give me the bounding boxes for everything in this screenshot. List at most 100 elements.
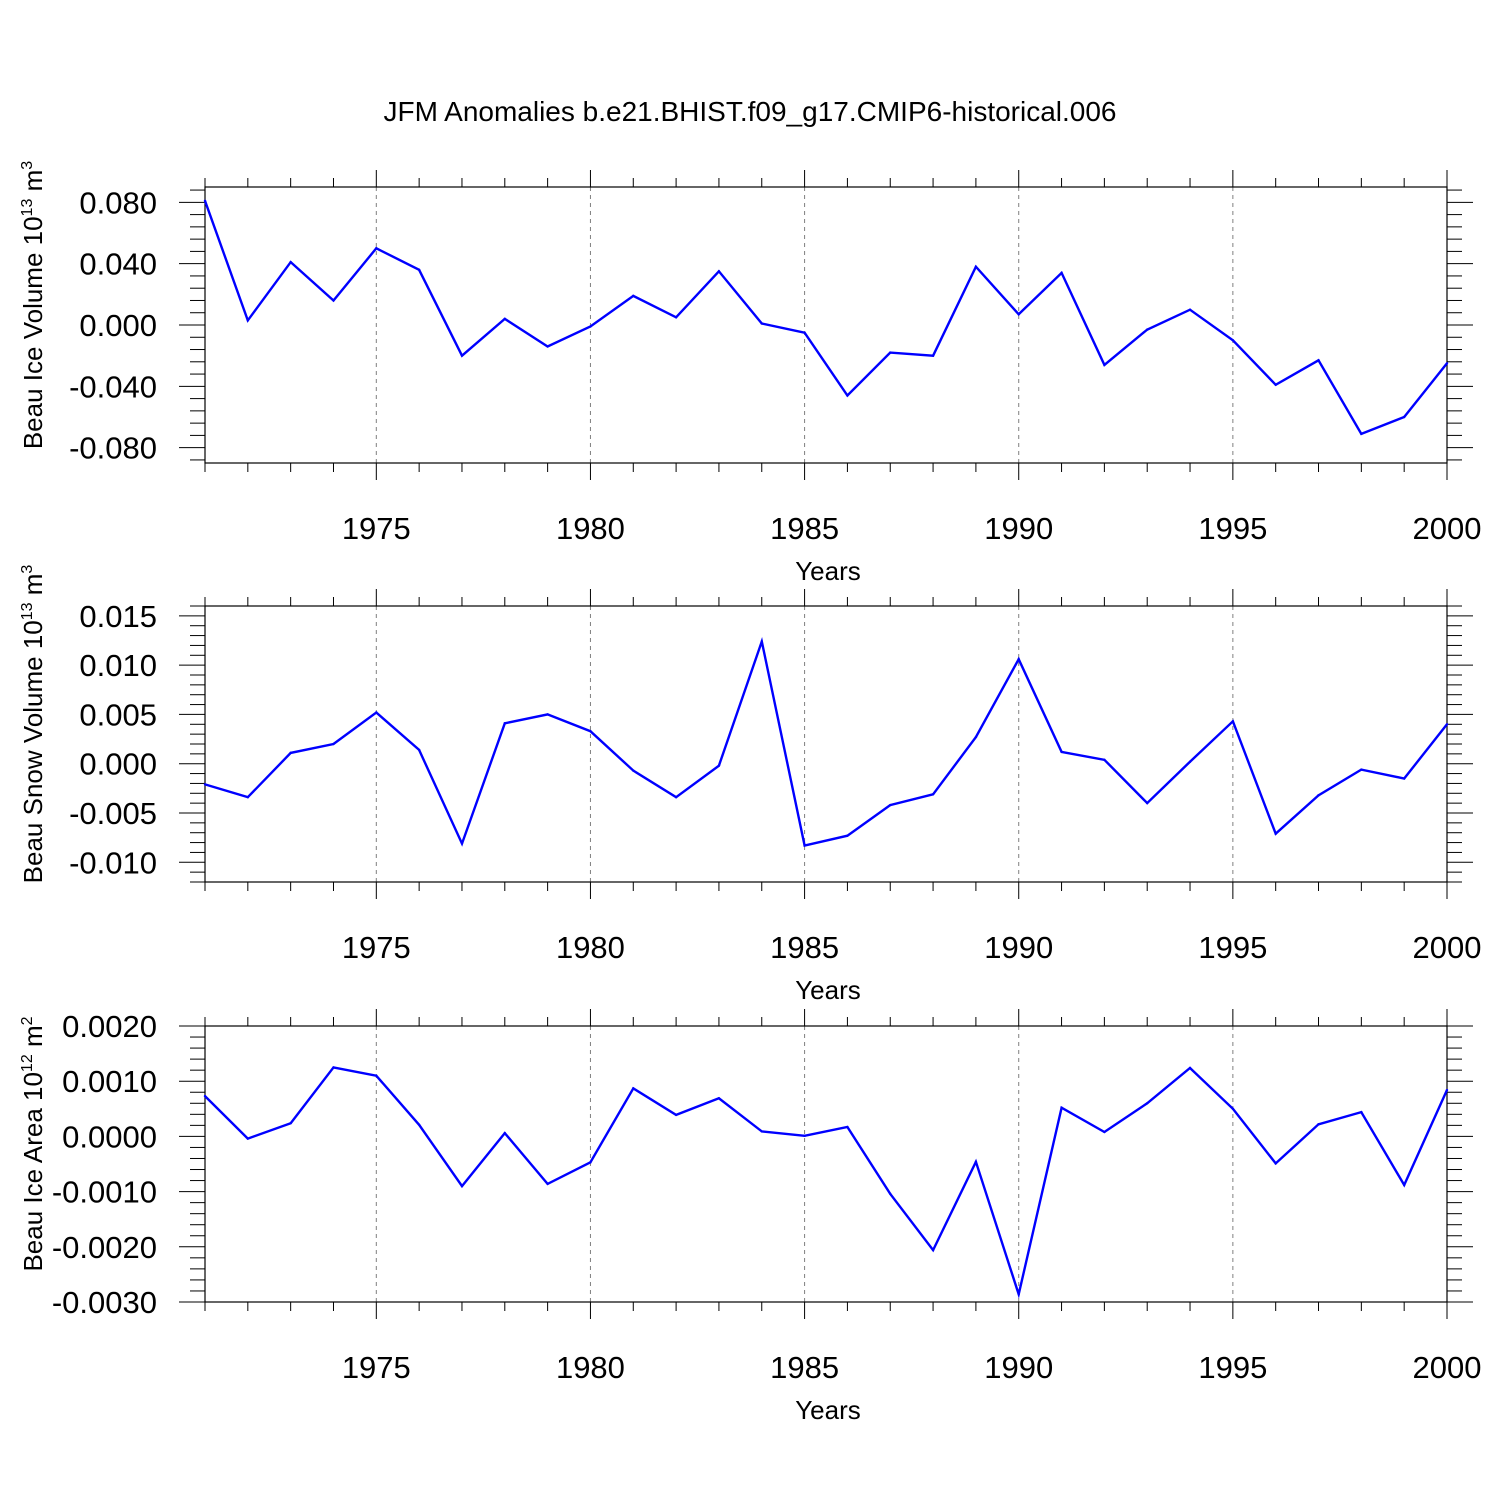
chart-title: JFM Anomalies b.e21.BHIST.f09_g17.CMIP6-…	[383, 96, 1117, 127]
panel-1-y-tick-label: 0.080	[79, 185, 157, 220]
panel-1-y-axis-title: Beau Ice Volume 1013 m3	[18, 161, 48, 449]
panel-3-data-point	[931, 1248, 935, 1252]
panel-1-data-point	[460, 354, 464, 357]
panel-2-data-point	[1146, 801, 1149, 805]
panel-1-data-point	[1188, 308, 1192, 311]
panel-2-data-point	[1274, 832, 1277, 835]
panel-1-x-tick-label: 1980	[556, 511, 625, 546]
panel-3-data-point	[589, 1161, 592, 1164]
panel-1-data-point	[1360, 432, 1363, 436]
panel-3-data-point	[289, 1121, 292, 1125]
panel-2-data-point	[674, 796, 678, 799]
panel-3-data-point	[717, 1097, 721, 1100]
panel-3-data-point	[1274, 1162, 1277, 1165]
panel-1-data-point	[760, 322, 763, 325]
panel-2-data-point	[717, 764, 721, 767]
panel-3-data-point	[846, 1125, 849, 1129]
panel-1-data-point	[889, 351, 892, 354]
panel-3-frame	[204, 1025, 1448, 1303]
panel-1-x-tick-label: 1995	[1198, 511, 1267, 546]
panel-1-data-point	[674, 316, 678, 319]
panel-3-data-point	[760, 1130, 763, 1133]
panel-1-data-point	[417, 268, 421, 271]
panel-1-y-tick-label: -0.080	[69, 431, 157, 466]
panel-1-data-point	[803, 331, 806, 334]
panel-2-data-point	[1231, 720, 1235, 723]
panel-2-data-point	[1017, 658, 1020, 661]
panel-3-x-tick-label: 1990	[984, 1350, 1053, 1385]
panel-3-data-point	[1017, 1293, 1020, 1296]
panel-2-x-tick-label: 1975	[342, 930, 411, 965]
panel-3-y-tick-label: -0.0010	[52, 1175, 157, 1210]
panel-2-data-point	[1060, 750, 1063, 754]
panel-3-data-point	[203, 1094, 207, 1098]
panel-1-data-point	[1146, 328, 1149, 331]
panel-1-data-point	[289, 260, 292, 264]
panel-3-y-tick-label: -0.0030	[52, 1285, 157, 1320]
panel-2-data-point	[1103, 758, 1106, 761]
panel-2-data-point	[1317, 794, 1320, 797]
panel-3-y-tick-label: 0.0010	[62, 1064, 157, 1099]
panel-3-series-line	[204, 1066, 1449, 1299]
panel-2-x-tick-label: 2000	[1413, 930, 1482, 965]
panel-3-y-tick-label: 0.0020	[62, 1009, 157, 1044]
panel-1-data-point	[846, 394, 849, 397]
panel-2-y-tick-label: 0.000	[79, 747, 157, 782]
panel-2-data-point	[974, 735, 978, 739]
panel-3-data-point	[1103, 1130, 1106, 1134]
panel-3-data-point	[1146, 1102, 1149, 1105]
panel-3-data-point	[546, 1182, 549, 1186]
panel-3-x-tick-label: 2000	[1413, 1350, 1482, 1385]
panel-2-data-point	[332, 742, 335, 746]
panel-1-data-point	[375, 247, 378, 250]
panel-1-data-point	[1317, 359, 1320, 362]
panel-3-data-point	[375, 1074, 378, 1077]
panel-2-x-tick-label: 1985	[770, 930, 839, 965]
panel-1-data-point	[246, 319, 250, 322]
panel-1-x-axis-title: Years	[795, 556, 861, 586]
panel-1-x-tick-label: 1985	[770, 511, 839, 546]
panel-2-data-point	[803, 844, 806, 847]
panel-2-y-tick-label: -0.010	[69, 845, 157, 880]
panel-1-data-point	[589, 325, 592, 328]
panel-3-y-tick-label: 0.0000	[62, 1119, 157, 1154]
panel-1-frame	[204, 186, 1448, 464]
panel-1-y-tick-label: 0.040	[79, 247, 157, 282]
panel-3-x-axis-title: Years	[795, 1395, 861, 1425]
panel-3-x-tick-label: 1980	[556, 1350, 625, 1385]
panel-1-y-tick-label: 0.000	[79, 308, 157, 343]
panel-2-data-point	[246, 796, 250, 799]
panel-3-data-point	[1188, 1066, 1192, 1070]
panel-2-x-tick-label: 1980	[556, 930, 625, 965]
panel-3-data-point	[803, 1134, 806, 1138]
panel-3-data-point	[460, 1184, 464, 1188]
panel-1-data-point	[546, 345, 549, 348]
panel-2-data-point	[931, 793, 935, 796]
panel-1-data-point	[203, 199, 207, 202]
panel-2-x-tick-label: 1995	[1198, 930, 1267, 965]
panel-3-data-point	[332, 1066, 335, 1069]
panel-1-data-point	[1017, 313, 1020, 316]
panel-2-data-point	[1188, 760, 1192, 763]
panel-2-x-axis-title: Years	[795, 975, 861, 1005]
panel-1-series-line	[203, 200, 1448, 436]
panel-2-data-point	[503, 722, 506, 725]
panel-2-x-tick-label: 1990	[984, 930, 1053, 965]
panel-1-data-point	[931, 354, 935, 357]
panel-3-y-axis-title: Beau Ice Area 1012 m2	[18, 1016, 48, 1271]
panel-1-data-point	[717, 270, 721, 273]
panel-2-data-point	[1445, 723, 1449, 726]
panel-1-data-point	[1060, 271, 1063, 275]
panel-2-y-axis-title: Beau Snow Volume 1013 m3	[18, 565, 48, 884]
panel-2-data-point	[1360, 768, 1363, 771]
panel-1-data-point	[1274, 383, 1277, 386]
panel-1-data-point	[503, 317, 506, 321]
panel-2-data-point	[1402, 777, 1406, 780]
panel-1-data-point	[332, 299, 335, 302]
panel-2-data-point	[417, 748, 421, 752]
panel-3-x-tick-label: 1975	[342, 1350, 411, 1385]
panel-3-data-point	[974, 1160, 978, 1163]
panel-3-data-point	[1317, 1123, 1320, 1126]
panel-3-data-point	[246, 1137, 250, 1140]
